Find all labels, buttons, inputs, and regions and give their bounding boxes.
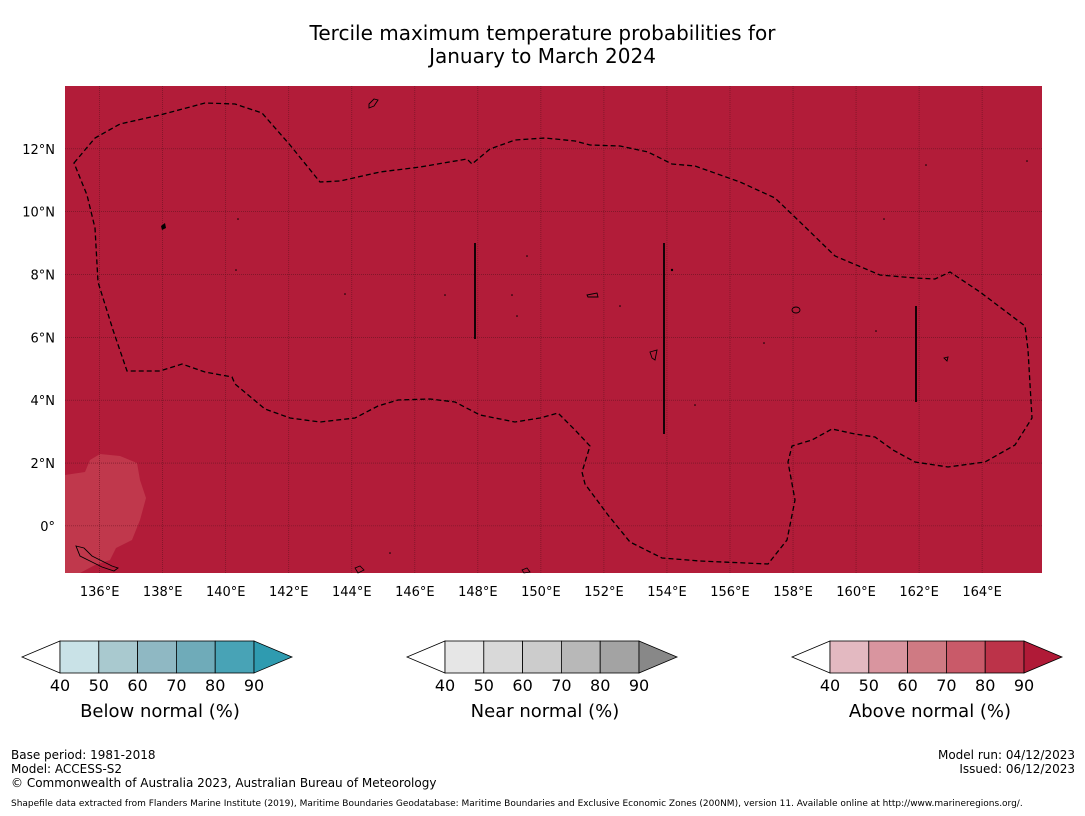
colorbar-tick-label: 90: [243, 676, 265, 695]
colorbar-under-extend: [790, 640, 831, 674]
longitude-tick-label: 136°E: [80, 585, 120, 600]
longitude-tick-label: 158°E: [773, 585, 813, 600]
title-line-1: Tercile maximum temperature probabilitie…: [309, 21, 776, 45]
colorbar-over-extend: [253, 640, 294, 674]
map-title: Tercile maximum temperature probabilitie…: [0, 22, 1085, 68]
gridlines: [65, 86, 1042, 573]
colorbar-swatch: [599, 640, 640, 674]
light-probability-region: [65, 454, 146, 573]
colorbar-tick-label: 50: [88, 676, 109, 695]
latitude-tick-label: 12°N: [22, 143, 55, 158]
latitude-tick-label: 6°N: [31, 331, 56, 346]
footer-left: Base period: 1981-2018 Model: ACCESS-S2 …: [11, 748, 436, 790]
below-normal-colorbar-ticks: 40 50 60 70 80 90: [20, 676, 300, 696]
longitude-tick-label: 148°E: [458, 585, 498, 600]
above-normal-colorbar-ticks: 40 50 60 70 80 90: [790, 676, 1070, 696]
longitude-tick-label: 138°E: [143, 585, 183, 600]
map-plot: 136°E 138°E 140°E 142°E 144°E 146°E 148°E 150°E…: [22, 86, 1042, 600]
copyright-text: © Commonwealth of Australia 2023, Austra…: [11, 776, 437, 790]
colorbar-tick-label: 40: [819, 676, 841, 695]
colorbar-tick-label: 80: [205, 676, 226, 695]
colorbar-tick-label: 60: [897, 676, 918, 695]
colorbar-over-extend: [638, 640, 679, 674]
eez-boundary: [73, 102, 1033, 565]
colorbar-tick-label: 60: [127, 676, 148, 695]
colorbar-swatch: [984, 640, 1025, 674]
base-period-text: Base period: 1981-2018: [11, 748, 156, 762]
island-outlines: [75, 98, 1028, 574]
colorbar-under-extend: [20, 640, 61, 674]
longitude-tick-label: 164°E: [962, 585, 1002, 600]
below-normal-colorbar: 40 50 60 70 80 90 Below normal (%): [20, 640, 300, 740]
near-normal-colorbar-ticks: 40 50 60 70 80 90: [405, 676, 685, 696]
colorbar-tick-label: 90: [628, 676, 650, 695]
colorbar-swatch: [98, 640, 139, 674]
footer-right: Model run: 04/12/2023 Issued: 06/12/2023: [938, 748, 1075, 776]
colorbar-tick-label: 50: [858, 676, 879, 695]
colorbar-swatch: [59, 640, 100, 674]
colorbar-swatch: [522, 640, 562, 674]
latitude-tick-label: 10°N: [22, 206, 55, 221]
model-run-text: Model run: 04/12/2023: [937, 748, 1075, 762]
below-normal-colorbar-swatches: [20, 640, 294, 674]
latitude-tick-labels: 12°N 10°N 8°N 6°N 4°N 2°N 0°: [22, 143, 55, 535]
map-background: [65, 86, 1042, 573]
colorbar-swatch: [175, 640, 216, 674]
latitude-tick-label: 0°: [40, 520, 55, 535]
above-normal-colorbar-label: Above normal (%): [848, 701, 1012, 722]
longitude-tick-label: 150°E: [521, 585, 561, 600]
longitude-tick-label: 146°E: [395, 585, 435, 600]
colorbar-tick-label: 70: [936, 676, 957, 695]
colorbar-tick-label: 50: [473, 676, 494, 695]
near-normal-colorbar-label: Near normal (%): [470, 701, 620, 722]
colorbar-swatch: [907, 640, 947, 674]
longitude-tick-label: 156°E: [710, 585, 750, 600]
longitude-tick-label: 140°E: [206, 585, 246, 600]
colorbar-swatch: [483, 640, 524, 674]
colorbar-tick-label: 70: [166, 676, 187, 695]
above-normal-colorbar-swatches: [790, 640, 1064, 674]
below-normal-colorbar-label: Below normal (%): [80, 701, 240, 722]
colorbar-tick-label: 80: [975, 676, 996, 695]
latitude-tick-label: 4°N: [31, 394, 56, 409]
colorbar-swatch: [868, 640, 909, 674]
colorbar-swatch: [829, 640, 870, 674]
model-text: Model: ACCESS-S2: [11, 762, 123, 776]
colorbar-swatch: [137, 640, 177, 674]
issued-text: Issued: 06/12/2023: [959, 762, 1075, 776]
longitude-tick-labels: 136°E 138°E 140°E 142°E 144°E 146°E 148°E 150°E…: [80, 585, 1002, 600]
colorbar-swatch: [444, 640, 485, 674]
near-normal-colorbar: 40 50 60 70 80 90 Near normal (%): [405, 640, 685, 740]
longitude-tick-label: 160°E: [836, 585, 876, 600]
longitude-tick-label: 142°E: [269, 585, 309, 600]
longitude-tick-label: 152°E: [584, 585, 624, 600]
colorbar-swatch: [945, 640, 986, 674]
latitude-tick-label: 8°N: [31, 269, 56, 284]
colorbar-tick-label: 40: [49, 676, 71, 695]
longitude-tick-label: 162°E: [899, 585, 939, 600]
colorbar-tick-label: 90: [1013, 676, 1035, 695]
title-line-2: January to March 2024: [429, 44, 656, 68]
colorbar-swatch: [560, 640, 601, 674]
shapefile-credit: Shapefile data extracted from Flanders M…: [11, 799, 1023, 809]
colorbar-swatch: [214, 640, 255, 674]
colorbar-tick-label: 60: [512, 676, 533, 695]
colorbar-tick-label: 40: [434, 676, 456, 695]
colorbar-tick-label: 70: [551, 676, 572, 695]
colorbar-tick-label: 80: [590, 676, 611, 695]
above-normal-colorbar: 40 50 60 70 80 90 Above normal (%): [790, 640, 1070, 740]
colorbar-over-extend: [1023, 640, 1064, 674]
longitude-tick-label: 144°E: [332, 585, 372, 600]
longitude-tick-label: 154°E: [647, 585, 687, 600]
boundary-line-segments: [474, 243, 917, 434]
latitude-tick-label: 2°N: [31, 457, 56, 472]
colorbar-under-extend: [405, 640, 446, 674]
near-normal-colorbar-swatches: [405, 640, 679, 674]
